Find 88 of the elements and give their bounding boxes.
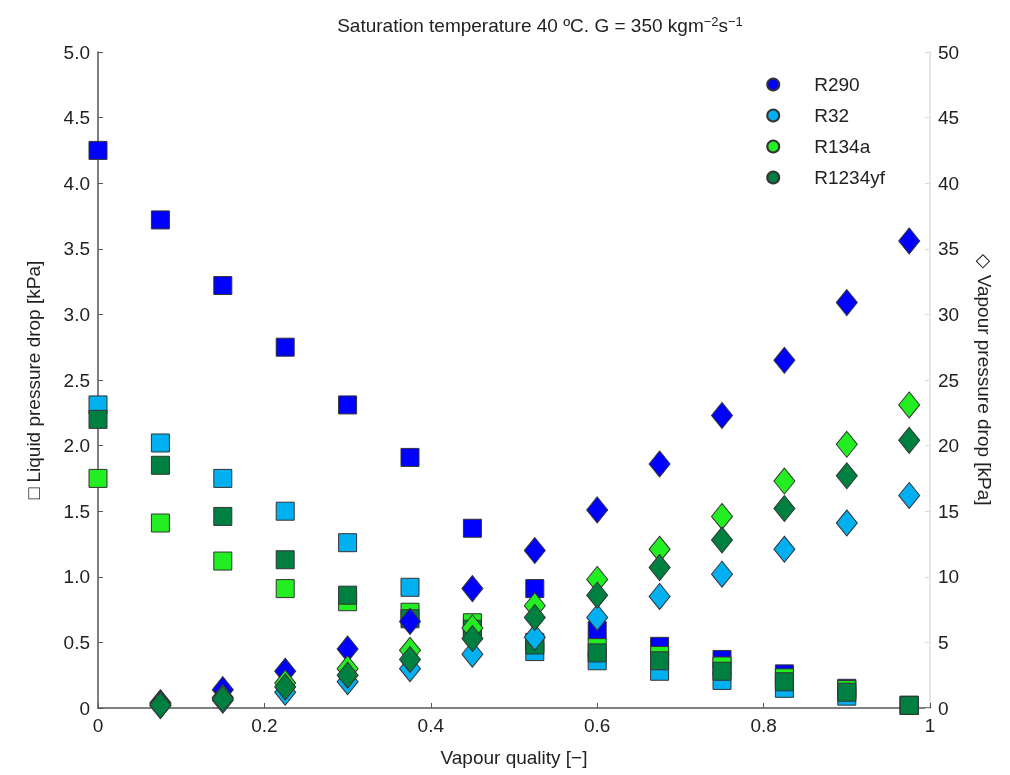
point: [88, 140, 108, 160]
point: [835, 509, 858, 537]
legend-label: R1234yf: [814, 167, 886, 188]
point: [336, 661, 359, 689]
point: [275, 337, 295, 357]
legend-label: R134a: [814, 136, 871, 157]
point: [587, 643, 607, 663]
y2-tick-label: 10: [938, 566, 960, 588]
y2-tick-label: 5: [938, 631, 949, 653]
point: [898, 227, 921, 255]
point: [461, 575, 484, 603]
y-tick-label: 4.0: [63, 172, 90, 194]
point: [586, 581, 609, 609]
point: [648, 554, 671, 582]
y-tick-label: 1.5: [63, 500, 90, 522]
point: [648, 450, 671, 478]
point: [773, 467, 796, 495]
y2-tick-label: 15: [938, 500, 960, 522]
point: [711, 502, 733, 530]
point: [586, 603, 609, 631]
x-tick-label: 0.4: [417, 715, 445, 736]
y2-tick-label: 25: [938, 369, 960, 391]
y-tick-label: 0.5: [63, 631, 90, 653]
x-tick-label: 0.8: [750, 715, 777, 736]
point: [648, 582, 671, 610]
point: [898, 481, 921, 509]
point: [711, 526, 733, 554]
point: [400, 577, 420, 597]
point: [898, 391, 921, 419]
point: [150, 513, 170, 533]
y-tick-label: 1.0: [63, 566, 90, 588]
point: [711, 560, 733, 588]
point: [650, 651, 670, 671]
point: [399, 645, 421, 673]
point: [213, 276, 233, 296]
y2-tick-label: 0: [938, 697, 949, 719]
point: [213, 468, 233, 488]
x-tick-label: 0: [92, 715, 104, 736]
point: [400, 447, 420, 467]
x-tick-label: 0.6: [583, 715, 611, 736]
y-tick-label: 4.5: [63, 107, 90, 129]
point: [586, 496, 609, 524]
point: [338, 395, 358, 415]
point: [835, 430, 858, 458]
y-axis-title: □ Liquid pressure drop [kPa]: [23, 260, 44, 500]
x-axis-title: Vapour quality [−]: [440, 747, 588, 768]
point: [150, 455, 170, 475]
point: [150, 210, 170, 230]
legend-label: R32: [814, 105, 850, 126]
point: [773, 495, 796, 523]
y2-tick-label: 50: [938, 41, 960, 63]
y2-tick-label: 45: [938, 107, 960, 129]
point: [523, 603, 546, 631]
point: [338, 533, 358, 553]
point: [150, 433, 170, 453]
y2-tick-label: 35: [938, 238, 960, 260]
y-tick-label: 5.0: [63, 41, 90, 63]
point: [88, 468, 108, 488]
y-tick-label: 2.5: [63, 369, 90, 391]
point: [835, 462, 858, 490]
point: [523, 537, 546, 565]
y2-tick-label: 30: [938, 303, 960, 325]
point: [898, 426, 921, 454]
y2-axis-title: ◇ Vapour pressure drop [kPa]: [974, 254, 995, 506]
point: [712, 661, 732, 681]
point: [773, 535, 796, 563]
y2-tick-label: 40: [938, 172, 960, 194]
y2-tick-label: 20: [938, 435, 960, 457]
point: [462, 518, 482, 538]
legend-label: R290: [814, 74, 860, 95]
y-tick-label: 3.5: [63, 238, 90, 260]
y-tick-label: 2.0: [63, 435, 90, 457]
point: [275, 579, 295, 599]
point: [275, 550, 295, 570]
point: [213, 551, 233, 571]
point: [338, 585, 358, 605]
point: [399, 607, 421, 635]
point: [88, 409, 108, 429]
x-tick-label: 0.2: [251, 715, 278, 736]
point: [213, 506, 233, 526]
point: [773, 346, 796, 374]
x-tick-label: 1: [924, 715, 936, 736]
point: [835, 289, 858, 317]
y-tick-label: 0: [79, 697, 90, 719]
point: [461, 624, 484, 652]
point: [711, 401, 733, 429]
y-tick-label: 3.0: [63, 303, 90, 325]
point: [275, 501, 295, 521]
